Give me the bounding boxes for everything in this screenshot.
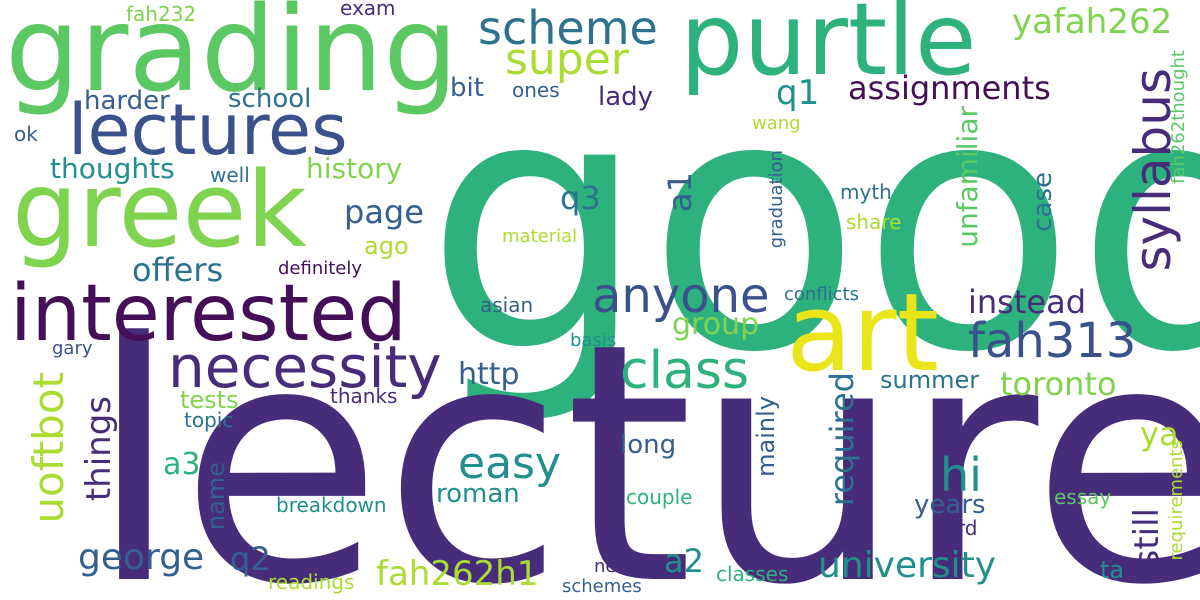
word-never: never [594, 556, 646, 577]
word-http: http [458, 357, 520, 392]
word-fah232: fah232 [126, 2, 197, 26]
word-a2: a2 [664, 542, 704, 580]
word-fah313: fah313 [968, 313, 1137, 369]
word-class: class [620, 341, 750, 401]
word-wang: wang [752, 113, 801, 134]
word-readings: readings [268, 570, 355, 594]
word-still: still [1127, 508, 1167, 568]
word-material: material [502, 226, 578, 247]
word-lectures: lectures [68, 89, 348, 171]
word-george: george [78, 537, 205, 578]
word-purtle: purtle [680, 0, 977, 98]
word-bit: bit [450, 73, 484, 103]
word-interested: interested [10, 269, 407, 359]
word-myth: myth [840, 180, 892, 204]
word-grading: grading [5, 0, 459, 118]
word-instead: instead [968, 283, 1086, 321]
word-summer: summer [880, 366, 980, 394]
word-thanks: thanks [330, 384, 398, 408]
word-necessity: necessity [168, 333, 442, 401]
word-toronto: toronto [1000, 365, 1117, 403]
word-definitely: definitely [278, 258, 363, 279]
word-essay: essay [1054, 485, 1112, 509]
word-school: school [228, 84, 312, 114]
word-ago: ago [364, 232, 409, 260]
word-easy: easy [458, 438, 561, 489]
word-harder: harder [84, 86, 170, 116]
word-graduation: graduation [766, 150, 787, 249]
word-anyone: anyone [592, 268, 770, 324]
word-share: share [846, 210, 902, 234]
word-greek: greek [12, 149, 307, 271]
word-years: years [914, 490, 986, 520]
word-requirements: requirements [1166, 440, 1187, 561]
word-classes: classes [716, 562, 789, 586]
word-group: group [672, 307, 760, 342]
word-mainly: mainly [752, 396, 780, 477]
word-fah262thought: fah262thought [1168, 50, 1189, 184]
word-topic: topic [184, 408, 234, 432]
word-well: well [210, 163, 250, 187]
word-hi: hi [940, 448, 982, 502]
word-fah262h1: fah262h1 [376, 554, 539, 594]
word-ta: ta [1100, 556, 1125, 584]
word-gary: gary [52, 338, 93, 359]
word-a1: a1 [661, 172, 699, 212]
word-history: history [306, 152, 403, 185]
word-schemes: schemes [562, 576, 642, 597]
word-basis: basis [570, 330, 617, 351]
word-art: art [786, 271, 939, 396]
word-q3: q3 [560, 179, 601, 217]
word-a3: a3 [163, 447, 201, 482]
word-hard: hard [932, 516, 978, 540]
word-conflicts: conflicts [784, 284, 859, 305]
word-university: university [818, 545, 997, 586]
word-q2: q2 [230, 540, 271, 578]
word-breakdown: breakdown [276, 493, 387, 517]
word-couple: couple [626, 485, 693, 509]
word-unfamiliar: unfamiliar [951, 106, 984, 248]
word-ones: ones [512, 78, 560, 102]
word-ya: ya [1140, 415, 1179, 453]
word-yafah262: yafah262 [1012, 2, 1173, 42]
word-good: good [425, 21, 1200, 429]
word-super: super [505, 34, 629, 85]
word-scheme: scheme [478, 1, 658, 55]
word-q1: q1 [776, 73, 820, 113]
word-things: things [79, 396, 119, 502]
word-offers: offers [132, 251, 224, 289]
word-long: long [620, 430, 677, 460]
word-assignments: assignments [848, 69, 1051, 107]
word-ok: ok [14, 122, 38, 146]
word-tests: tests [180, 386, 239, 414]
word-lecture: lecture [88, 273, 1200, 600]
word-exam: exam [340, 0, 396, 20]
word-page: page [344, 193, 424, 231]
word-roman: roman [436, 479, 520, 509]
word-lady: lady [598, 82, 654, 112]
word-uoftbot: uoftbot [24, 372, 73, 524]
word-name: name [202, 462, 230, 531]
word-case: case [1028, 172, 1058, 232]
word-asian: asian [480, 293, 534, 317]
word-required: required [823, 372, 861, 507]
word-thoughts: thoughts [50, 152, 175, 185]
